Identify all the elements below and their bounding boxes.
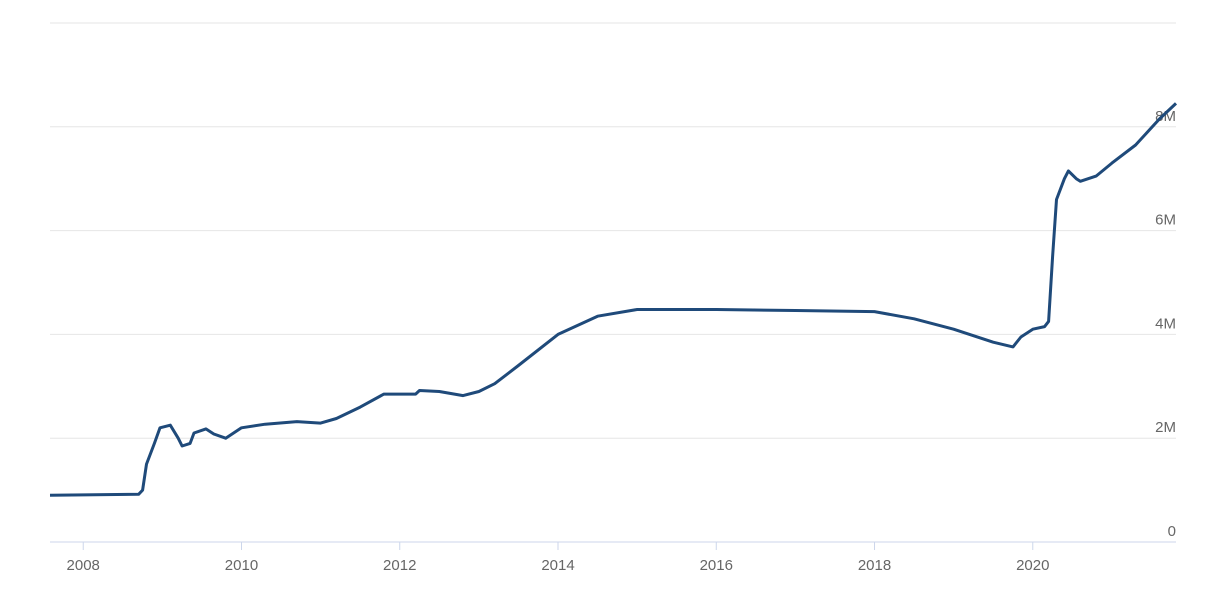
x-tick-label: 2018: [858, 557, 891, 574]
y-tick-label: 8M: [1155, 108, 1176, 125]
x-tick-label: 2008: [67, 557, 100, 574]
y-tick-label: 0: [1168, 523, 1176, 540]
x-tick-label: 2014: [541, 557, 574, 574]
y-tick-label: 4M: [1155, 315, 1176, 332]
x-tick-label: 2020: [1016, 557, 1049, 574]
data-line: [49, 102, 1178, 497]
x-tick-label: 2016: [700, 557, 733, 574]
x-tick-label: 2010: [225, 557, 258, 574]
y-tick-label: 2M: [1155, 419, 1176, 436]
y-tick-label: 6M: [1155, 212, 1176, 229]
x-tick-label: 2012: [383, 557, 416, 574]
